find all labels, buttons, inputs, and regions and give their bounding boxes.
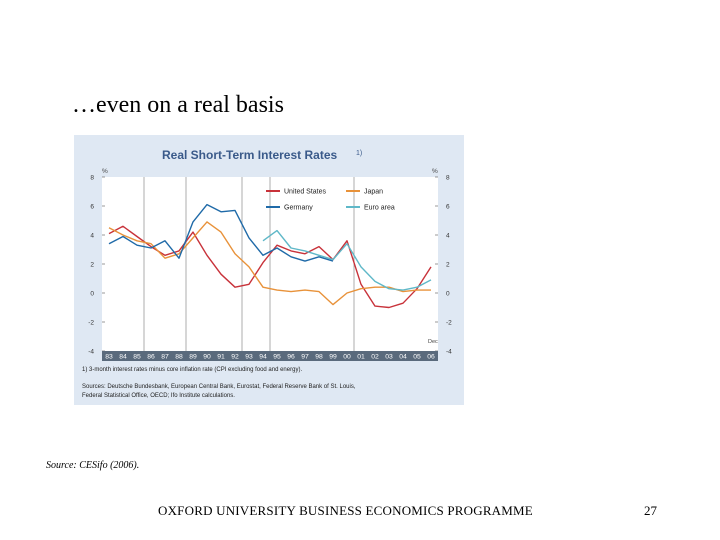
x-tick-label: 90 [203, 354, 211, 361]
y-unit-left: % [102, 168, 108, 175]
series-line [262, 229, 432, 291]
y-tick-label-right: 2 [446, 262, 450, 269]
y-tick-label-right: 0 [446, 291, 450, 298]
source-note: Source: CESifo (2006). [46, 460, 140, 471]
slide-title: …even on a real basis [72, 92, 284, 118]
y-tick-label-left: 4 [90, 233, 94, 240]
y-tick-label-left: 6 [90, 204, 94, 211]
chart-footnote-1: 1) 3-month interest rates minus core inf… [82, 367, 302, 373]
chart-title: Real Short-Term Interest Rates [162, 148, 337, 162]
legend-label: Japan [364, 189, 383, 196]
x-tick-label: 05 [413, 354, 421, 361]
series-line [108, 203, 334, 262]
chart-title-footnote: 1) [356, 150, 362, 157]
y-tick-label-left: 0 [90, 291, 94, 298]
x-tick-label: 89 [189, 354, 197, 361]
y-tick-label-right: -4 [446, 349, 452, 356]
x-tick-label: 83 [105, 354, 113, 361]
x-tick-label: 91 [217, 354, 225, 361]
x-tick-label: 97 [301, 354, 309, 361]
x-axis-band [102, 351, 438, 361]
x-tick-label: 85 [133, 354, 141, 361]
footer-text: OXFORD UNIVERSITY BUSINESS ECONOMICS PRO… [158, 503, 533, 518]
legend-label: Germany [284, 205, 313, 212]
legend-label: United States [284, 189, 327, 196]
x-tick-label: 02 [371, 354, 379, 361]
x-tick-label: 84 [119, 354, 127, 361]
y-tick-label-right: 6 [446, 204, 450, 211]
chart-footnote-3: Federal Statistical Office, OECD; Ifo In… [82, 393, 235, 399]
y-tick-label-left: 8 [90, 175, 94, 182]
y-tick-label-right: -2 [446, 320, 452, 327]
x-tick-label: 03 [385, 354, 393, 361]
x-tick-label: 00 [343, 354, 351, 361]
page-number: 27 [644, 503, 657, 518]
y-tick-label-left: 2 [90, 262, 94, 269]
y-tick-label-right: 8 [446, 175, 450, 182]
x-end-label: Dec [428, 339, 438, 345]
series-line [108, 221, 431, 306]
y-tick-label-right: 4 [446, 233, 450, 240]
x-tick-label: 86 [147, 354, 155, 361]
y-unit-right: % [432, 168, 438, 175]
chart-footnote-2: Sources: Deutsche Bundesbank, European C… [82, 384, 356, 390]
x-tick-label: 04 [399, 354, 407, 361]
x-tick-label: 99 [329, 354, 337, 361]
y-tick-label-left: -4 [88, 349, 94, 356]
x-tick-label: 87 [161, 354, 169, 361]
x-tick-label: 01 [357, 354, 365, 361]
x-tick-label: 93 [245, 354, 253, 361]
x-tick-label: 88 [175, 354, 183, 361]
x-tick-label: 95 [273, 354, 281, 361]
x-tick-label: 96 [287, 354, 295, 361]
x-tick-label: 98 [315, 354, 323, 361]
legend-label: Euro area [364, 205, 395, 212]
x-tick-label: 06 [427, 354, 435, 361]
y-tick-label-left: -2 [88, 320, 94, 327]
series-line [108, 225, 432, 309]
x-tick-label: 92 [231, 354, 239, 361]
x-tick-label: 94 [259, 354, 267, 361]
